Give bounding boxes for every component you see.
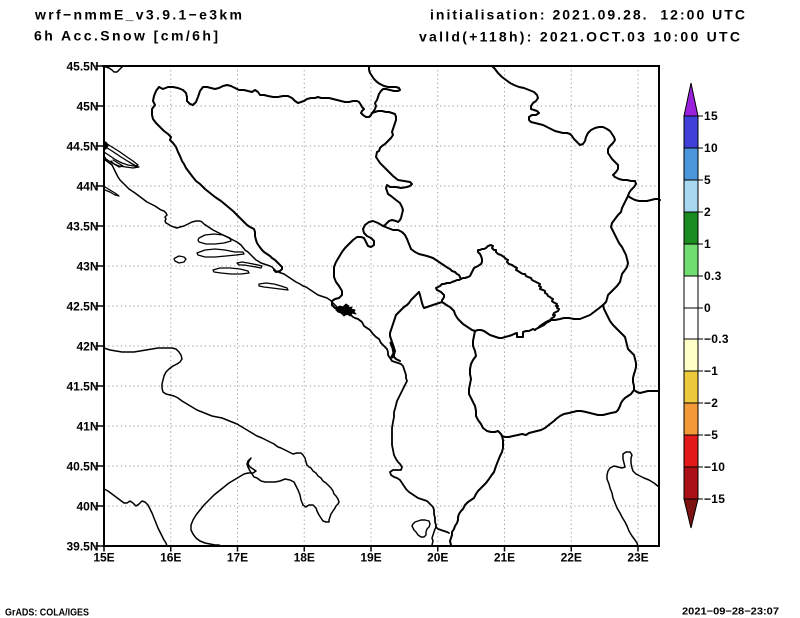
svg-text:−5: −5	[704, 428, 718, 442]
svg-text:wrf−nmmE_v3.9.1−e3km: wrf−nmmE_v3.9.1−e3km	[34, 7, 242, 23]
svg-text:2: 2	[704, 205, 711, 219]
svg-text:15E: 15E	[93, 551, 114, 565]
svg-text:20E: 20E	[427, 551, 448, 565]
svg-text:0.3: 0.3	[704, 269, 722, 283]
svg-text:44.5N: 44.5N	[66, 140, 98, 154]
svg-text:18E: 18E	[294, 551, 315, 565]
svg-text:5: 5	[704, 173, 711, 187]
svg-text:initialisation: 2021.09.28. 1: initialisation: 2021.09.28. 12:00 UTC	[430, 7, 745, 23]
svg-text:39.5N: 39.5N	[66, 540, 98, 554]
svg-text:42N: 42N	[76, 340, 98, 354]
svg-text:41N: 41N	[76, 420, 98, 434]
svg-text:6h Acc.Snow [cm/6h]: 6h Acc.Snow [cm/6h]	[34, 28, 218, 44]
svg-text:22E: 22E	[561, 551, 582, 565]
svg-text:43.5N: 43.5N	[66, 220, 98, 234]
svg-text:−1: −1	[704, 364, 718, 378]
svg-text:−10: −10	[704, 460, 725, 474]
svg-text:16E: 16E	[160, 551, 181, 565]
svg-text:23E: 23E	[627, 551, 648, 565]
svg-text:19E: 19E	[360, 551, 381, 565]
svg-text:−0.3: −0.3	[704, 332, 729, 346]
svg-text:40N: 40N	[76, 500, 98, 514]
svg-text:42.5N: 42.5N	[66, 300, 98, 314]
svg-text:−15: −15	[704, 492, 725, 506]
svg-text:−2: −2	[704, 396, 718, 410]
svg-text:10: 10	[704, 141, 718, 155]
svg-text:45.5N: 45.5N	[66, 60, 98, 74]
svg-text:2021−09−28−23:07: 2021−09−28−23:07	[682, 607, 779, 618]
svg-text:40.5N: 40.5N	[66, 460, 98, 474]
svg-text:17E: 17E	[227, 551, 248, 565]
svg-text:41.5N: 41.5N	[66, 380, 98, 394]
svg-text:44N: 44N	[76, 180, 98, 194]
svg-text:GrADS: COLA/IGES: GrADS: COLA/IGES	[5, 608, 89, 618]
svg-text:43N: 43N	[76, 260, 98, 274]
svg-text:0: 0	[704, 301, 711, 315]
svg-text:valld(+118h): 2021.OCT.03 10:0: valld(+118h): 2021.OCT.03 10:00 UTC	[419, 29, 740, 45]
svg-text:15: 15	[704, 109, 718, 123]
svg-text:1: 1	[704, 237, 711, 251]
svg-text:45N: 45N	[76, 100, 98, 114]
svg-text:21E: 21E	[494, 551, 515, 565]
